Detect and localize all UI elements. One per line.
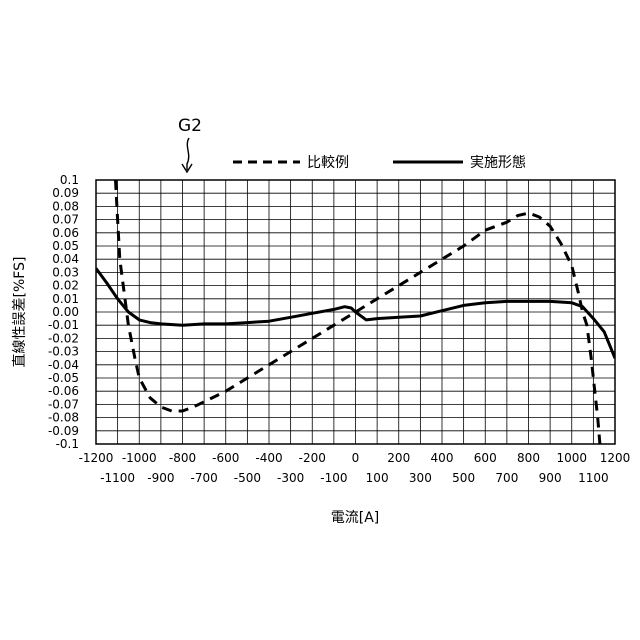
x-tick-label: 400 bbox=[431, 451, 454, 465]
x-tick-label: 700 bbox=[495, 471, 518, 485]
x-tick-label: -1100 bbox=[100, 471, 135, 485]
y-tick-label: 0.03 bbox=[52, 265, 79, 279]
y-tick-label: 0.01 bbox=[52, 292, 79, 306]
x-tick-label: 1200 bbox=[600, 451, 631, 465]
x-tick-label: -1000 bbox=[122, 451, 157, 465]
x-tick-label: 100 bbox=[366, 471, 389, 485]
figure-label: G2 bbox=[178, 116, 202, 136]
legend-label-comparative: 比較例 bbox=[307, 155, 349, 171]
y-tick-label: 0.09 bbox=[52, 186, 79, 200]
y-tick-label: -0.06 bbox=[48, 384, 79, 398]
y-tick-label: -0.04 bbox=[48, 358, 79, 372]
x-tick-label: 0 bbox=[352, 451, 360, 465]
x-tick-label: 300 bbox=[409, 471, 432, 485]
y-tick-label: -0.02 bbox=[48, 331, 79, 345]
figure-label-pointer bbox=[187, 138, 189, 170]
legend-label-embodiment: 実施形態 bbox=[470, 155, 526, 171]
y-tick-label: -0.05 bbox=[48, 371, 79, 385]
y-tick-label: -0.07 bbox=[48, 397, 79, 411]
y-tick-label: -0.09 bbox=[48, 424, 79, 438]
x-tick-label: -1200 bbox=[79, 451, 114, 465]
x-axis-label: 電流[A] bbox=[331, 510, 380, 526]
x-tick-label: -700 bbox=[191, 471, 218, 485]
x-tick-label: 200 bbox=[387, 451, 410, 465]
y-tick-label: 0.05 bbox=[52, 239, 79, 253]
y-tick-label: 0.04 bbox=[52, 252, 79, 266]
y-tick-label: -0.01 bbox=[48, 318, 79, 332]
y-axis-label: 直線性誤差[%FS] bbox=[11, 257, 28, 368]
legend: 比較例 実施形態 bbox=[233, 155, 526, 171]
x-tick-label: -900 bbox=[147, 471, 174, 485]
x-tick-label: -500 bbox=[234, 471, 261, 485]
x-tick-label: -300 bbox=[277, 471, 304, 485]
y-tick-label: 0.08 bbox=[52, 199, 79, 213]
x-tick-label: -800 bbox=[169, 451, 196, 465]
x-tick-label: 1100 bbox=[578, 471, 609, 485]
y-tick-label: 0.1 bbox=[60, 173, 79, 187]
x-tick-label: -200 bbox=[299, 451, 326, 465]
x-tick-label: 900 bbox=[539, 471, 562, 485]
x-tick-label: 800 bbox=[517, 451, 540, 465]
x-tick-label: 500 bbox=[452, 471, 475, 485]
y-tick-label: -0.1 bbox=[56, 437, 79, 451]
x-tick-label: -100 bbox=[320, 471, 347, 485]
x-tick-label: 1000 bbox=[556, 451, 587, 465]
y-tick-label: 0.02 bbox=[52, 279, 79, 293]
x-tick-label: 600 bbox=[474, 451, 497, 465]
y-tick-label: -0.03 bbox=[48, 345, 79, 359]
y-tick-label: 0.06 bbox=[52, 226, 79, 240]
y-tick-label: 0.07 bbox=[52, 213, 79, 227]
y-tick-label: 0.00 bbox=[52, 305, 79, 319]
y-tick-label: -0.08 bbox=[48, 411, 79, 425]
x-tick-label: -400 bbox=[255, 451, 282, 465]
x-tick-label: -600 bbox=[212, 451, 239, 465]
